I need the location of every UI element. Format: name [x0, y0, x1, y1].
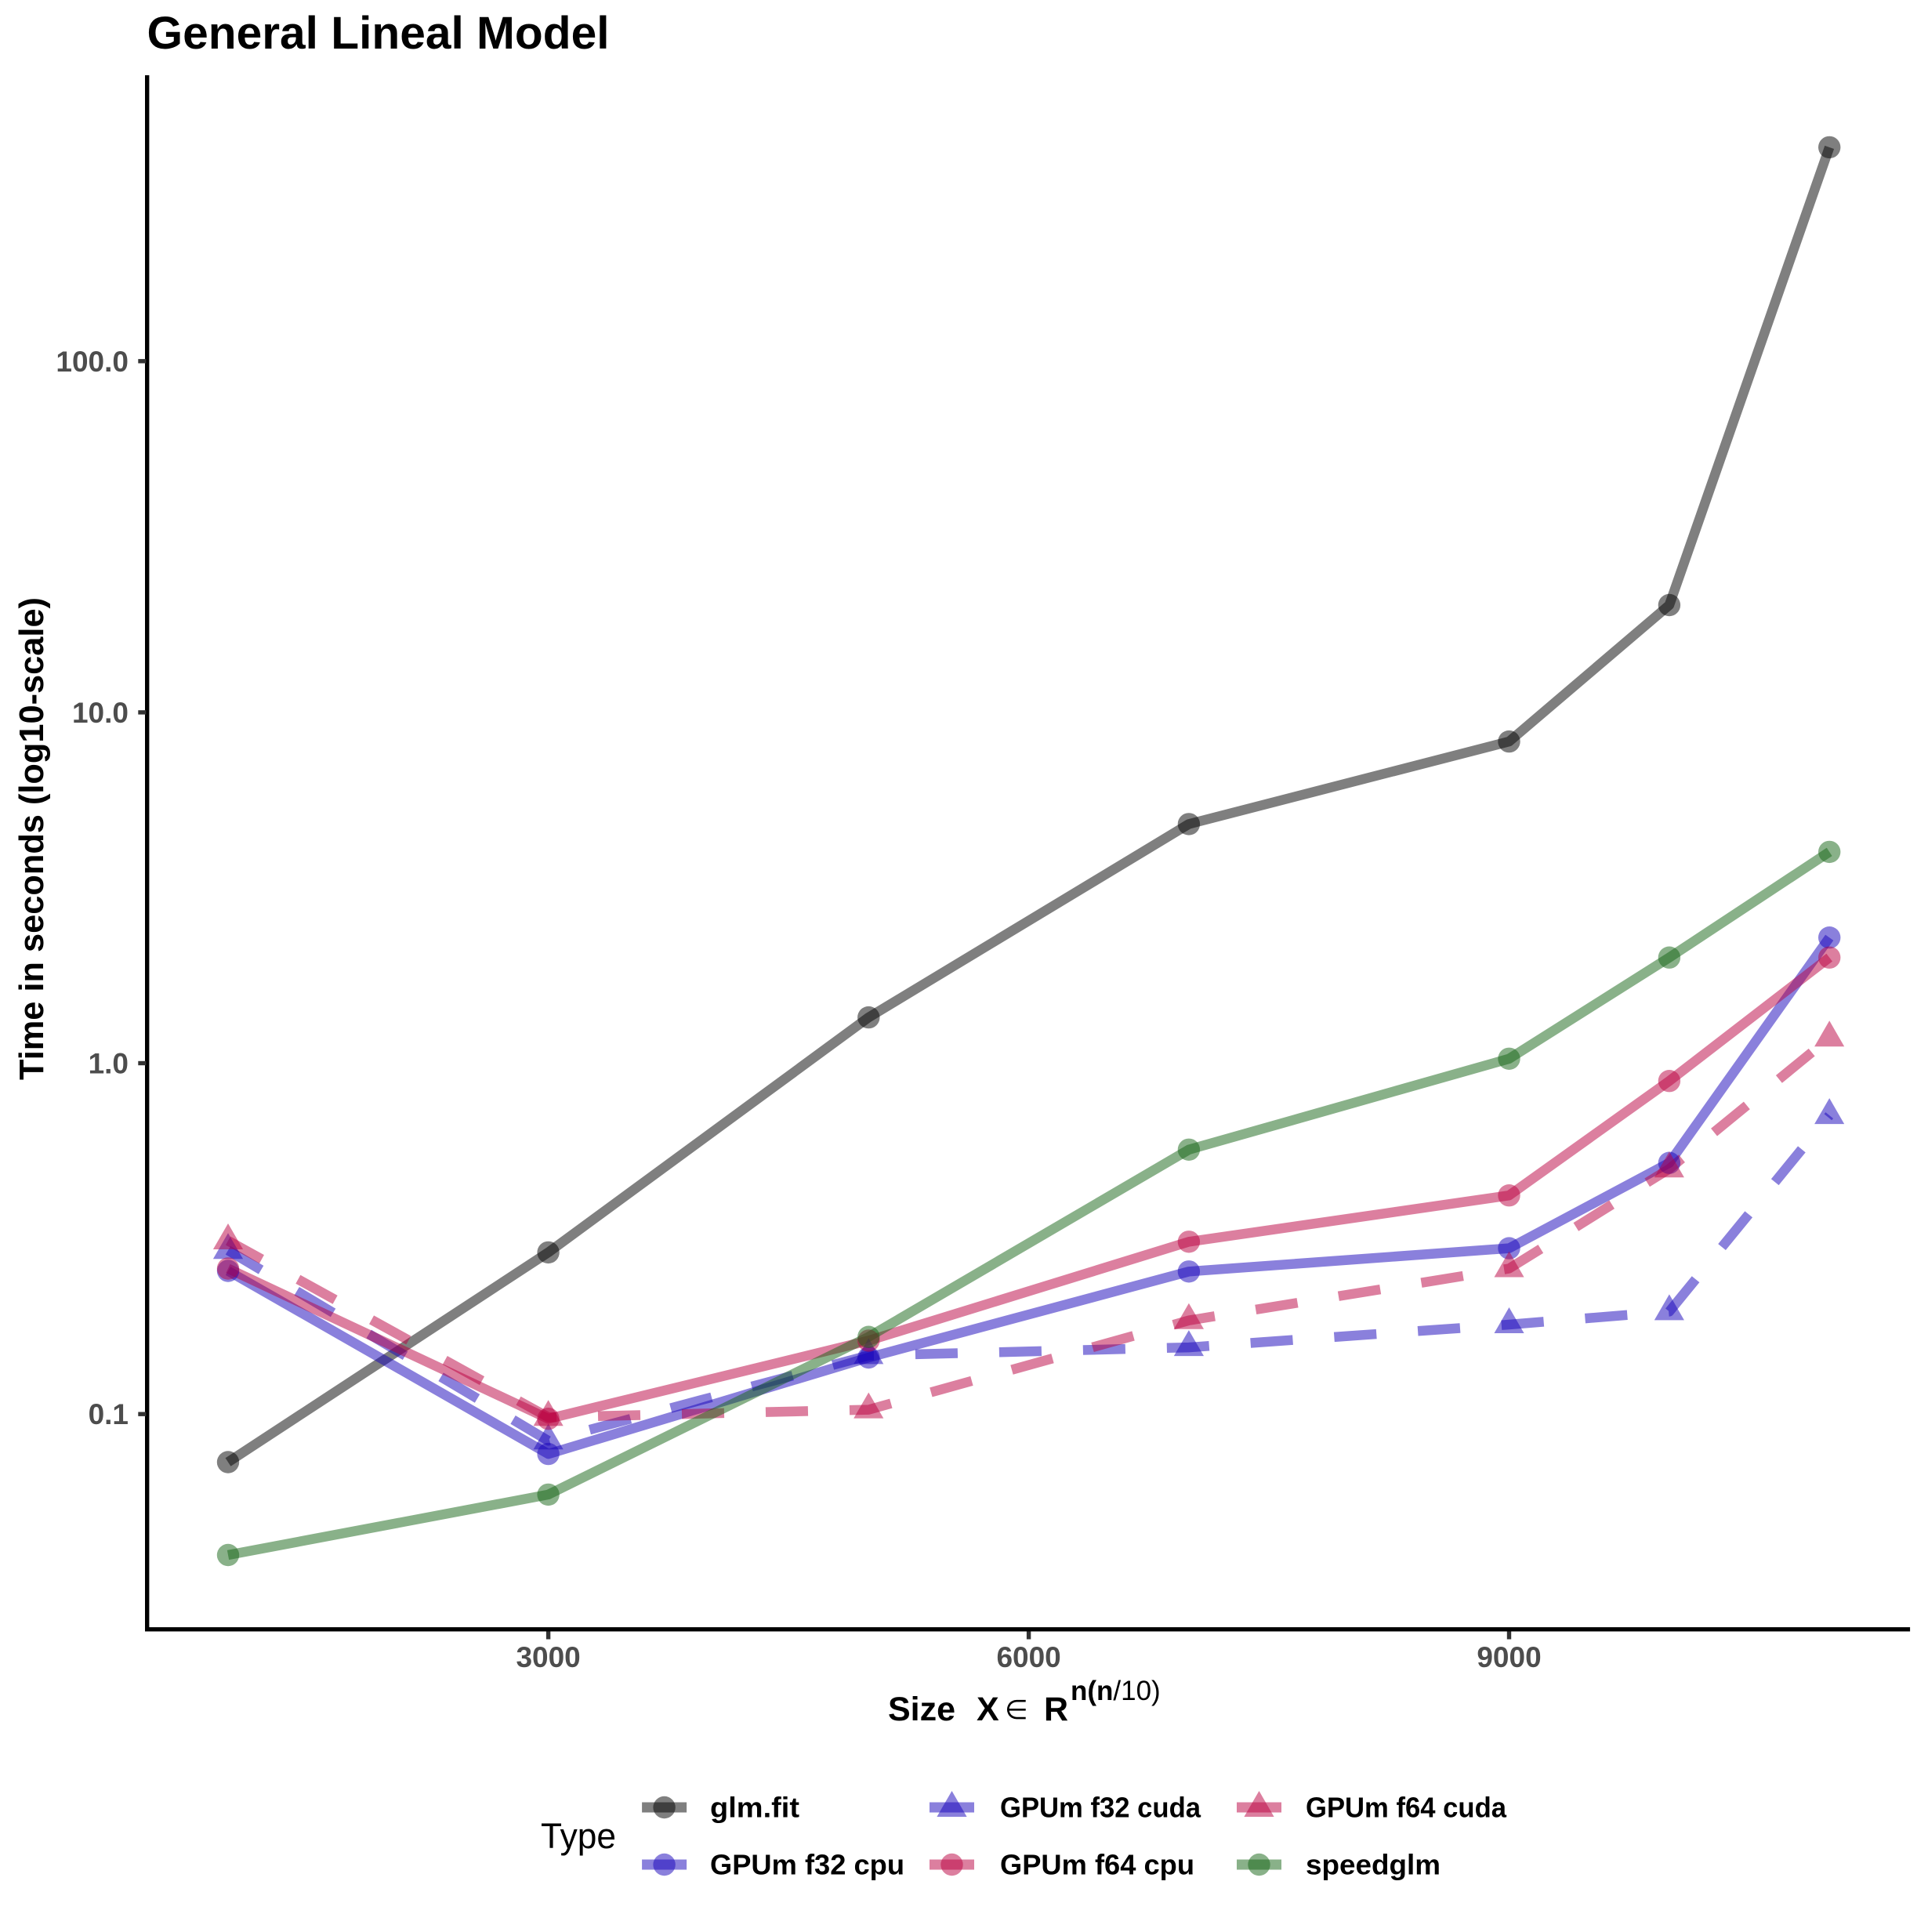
svg-text:3000: 3000 [516, 1641, 580, 1673]
svg-text:speedglm: speedglm [1306, 1849, 1441, 1881]
svg-text:X: X [977, 1691, 999, 1728]
svg-text:∈: ∈ [1005, 1695, 1028, 1725]
svg-text:R: R [1044, 1691, 1068, 1728]
svg-text:glm.fit: glm.fit [710, 1792, 799, 1824]
svg-text:9000: 9000 [1477, 1641, 1541, 1673]
svg-text:Time in seconds (log10-scale): Time in seconds (log10-scale) [13, 597, 51, 1080]
svg-text:Size: Size [888, 1691, 955, 1728]
svg-text:GPUm f64 cpu: GPUm f64 cpu [1000, 1849, 1194, 1881]
svg-text:General Lineal Model: General Lineal Model [147, 8, 610, 59]
svg-text:GPUm f32 cuda: GPUm f32 cuda [1000, 1792, 1201, 1824]
svg-text:GPUm f64 cuda: GPUm f64 cuda [1306, 1792, 1507, 1824]
svg-text:1.0: 1.0 [89, 1048, 129, 1080]
svg-text:Type: Type [541, 1816, 616, 1856]
svg-text:100.0: 100.0 [56, 346, 129, 378]
svg-text:n(n: n(n [1071, 1676, 1113, 1706]
svg-text:0.1: 0.1 [89, 1398, 129, 1430]
svg-text:/10): /10) [1113, 1676, 1160, 1706]
svg-text:10.0: 10.0 [72, 697, 129, 729]
svg-text:6000: 6000 [996, 1641, 1060, 1673]
svg-text:GPUm f32 cpu: GPUm f32 cpu [710, 1849, 904, 1881]
